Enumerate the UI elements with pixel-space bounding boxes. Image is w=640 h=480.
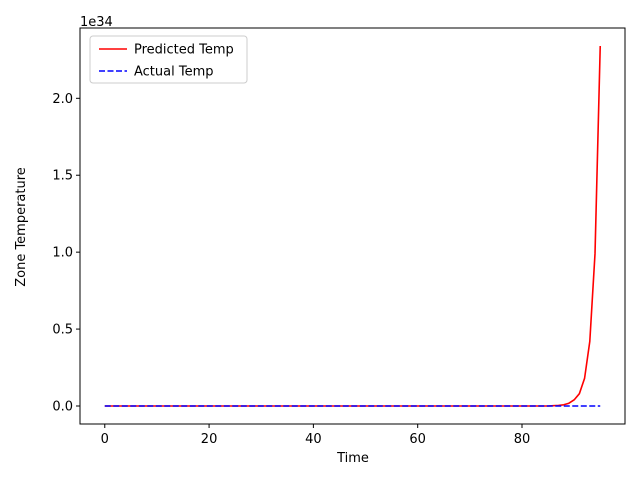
plot-area: 0 20 40 60 80 0.0 0.5 1.0 1.5 2.0 (52, 27, 626, 447)
series-line-predicted-temp (104, 45, 602, 407)
y-tick-label: 1.0 (52, 246, 73, 261)
y-tick-label: 0.0 (52, 400, 73, 415)
legend-label: Predicted Temp (134, 43, 234, 58)
x-tick-label: 80 (514, 432, 531, 447)
y-tick-label: 1.5 (52, 169, 73, 184)
x-tick-label: 40 (305, 432, 322, 447)
x-tick-label: 60 (409, 432, 426, 447)
y-axis-label: Zone Temperature (14, 167, 29, 287)
y-tick-label: 2.0 (52, 92, 73, 107)
legend-label: Actual Temp (134, 65, 214, 80)
axes-frame (79, 27, 626, 425)
legend: Predicted Temp Actual Temp (89, 35, 248, 84)
x-tick-label: 0 (101, 432, 109, 447)
legend-box (89, 35, 248, 84)
x-axis-ticks: 0 20 40 60 80 (101, 424, 531, 447)
y-tick-label: 0.5 (52, 323, 73, 338)
y-offset-label: 1e34 (80, 15, 113, 30)
y-axis-ticks: 0.0 0.5 1.0 1.5 2.0 (52, 92, 80, 415)
x-axis-label: Time (336, 451, 369, 466)
series-layer (104, 45, 602, 407)
x-tick-label: 20 (201, 432, 218, 447)
